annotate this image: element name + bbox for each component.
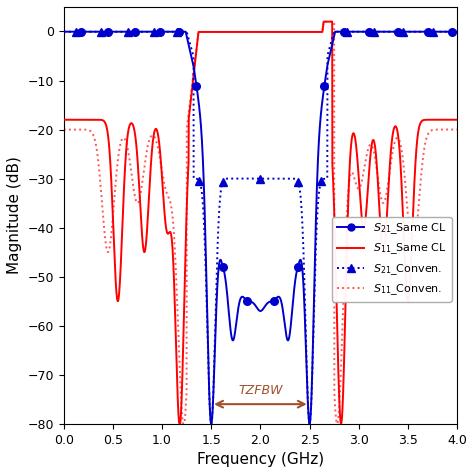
Legend: $S_{21}$_Same CL, $S_{11}$_Same CL, $S_{21}$_Conven., $S_{11}$_Conven.: $S_{21}$_Same CL, $S_{11}$_Same CL, $S_{… [332,217,452,301]
Text: TZFBW: TZFBW [238,384,283,397]
Y-axis label: Magnitude (dB): Magnitude (dB) [7,156,22,274]
X-axis label: Frequency (GHz): Frequency (GHz) [197,452,324,467]
